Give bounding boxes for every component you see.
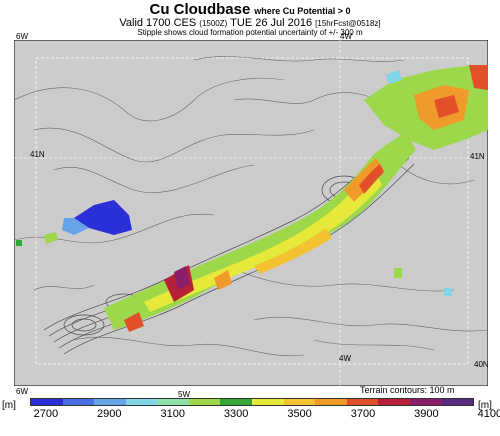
colorbar-segment (220, 399, 253, 405)
swath-purple (174, 266, 190, 290)
colorbar-segment (157, 399, 189, 405)
title-qualifier: where Cu Potential > 0 (254, 6, 351, 16)
valid-date: TUE 26 Jul 2016 (230, 17, 313, 29)
forecast-info: [15hrFcst@0518z] (315, 19, 381, 28)
colorbar-tick-label: 3900 (414, 408, 439, 420)
patch-green-2 (16, 240, 22, 246)
lon-label-inner: 4W (339, 354, 351, 363)
colorbar-unit-left: [m] (2, 400, 16, 411)
title-block: Cu Cloudbase where Cu Potential > 0 Vali… (0, 0, 500, 37)
swath-red (359, 164, 384, 194)
valid-time-line: Valid 1700 CES (1500Z) TUE 26 Jul 2016 [… (0, 18, 500, 29)
swath-ne-red-2 (469, 65, 488, 90)
lat-label-right: 41N (470, 152, 485, 161)
colorbar-segment (31, 399, 63, 405)
swath-west-blue (74, 200, 132, 235)
swath-west-lightblue (62, 218, 89, 235)
colorbar-segment (62, 399, 95, 405)
title-line: Cu Cloudbase where Cu Potential > 0 (0, 2, 500, 17)
lon-label-top-left: 6W (16, 32, 28, 41)
valid-prefix: Valid 1700 CES (119, 17, 197, 29)
colorbar-segment (441, 399, 474, 405)
colorbar-segment (409, 399, 442, 405)
colorbar-tick-label: 3300 (223, 408, 249, 420)
colorbar-tick-label: 2900 (97, 408, 122, 420)
swath-west-green (44, 232, 58, 244)
lon-label-bottom-left: 6W (16, 387, 28, 396)
swath-orange (254, 228, 332, 274)
patch-green-1 (394, 268, 402, 278)
map-title: Cu Cloudbase (149, 1, 251, 18)
colorbar-tick-label: 2700 (33, 408, 59, 420)
swath-red-2 (124, 312, 144, 332)
lon-label-top-right: 4W (340, 32, 352, 41)
lat-label-left: 41N (30, 150, 45, 159)
terrain-contour-note: Terrain contours: 100 m (360, 385, 455, 395)
colorbar-segment (378, 399, 410, 405)
swath-yellow (144, 170, 382, 312)
patch-cyan-1 (444, 288, 452, 296)
colorbar (30, 398, 474, 406)
colorbar-segment (315, 399, 347, 405)
swath-ne-red (434, 95, 459, 118)
colorbar-tick-label: 4100 (477, 408, 500, 420)
colorbar-tick-label: 3500 (287, 408, 312, 420)
subtitle: Stipple shows cloud formation potential … (137, 28, 363, 37)
lat-label-right-bottom: 40N (474, 360, 489, 369)
colorbar-segment (188, 399, 221, 405)
swath-orange-3 (214, 270, 232, 290)
colorbar-segment (252, 399, 284, 405)
lon-label-bottom-mid: 5W (178, 390, 190, 399)
colorbar-segment (283, 399, 316, 405)
colorbar-tick-label: 3700 (350, 408, 376, 420)
colorbar-tick-label: 3100 (160, 408, 185, 420)
colorbar-segment (125, 399, 158, 405)
swath-ne-cyan (386, 70, 402, 84)
cloudbase-swaths (16, 65, 488, 332)
colorbar-unit-right: [m] (478, 400, 492, 411)
colorbar-segment (346, 399, 379, 405)
cloudbase-map (14, 40, 488, 386)
colorbar-segment (94, 399, 126, 405)
valid-utc: (1500Z) (199, 19, 228, 28)
